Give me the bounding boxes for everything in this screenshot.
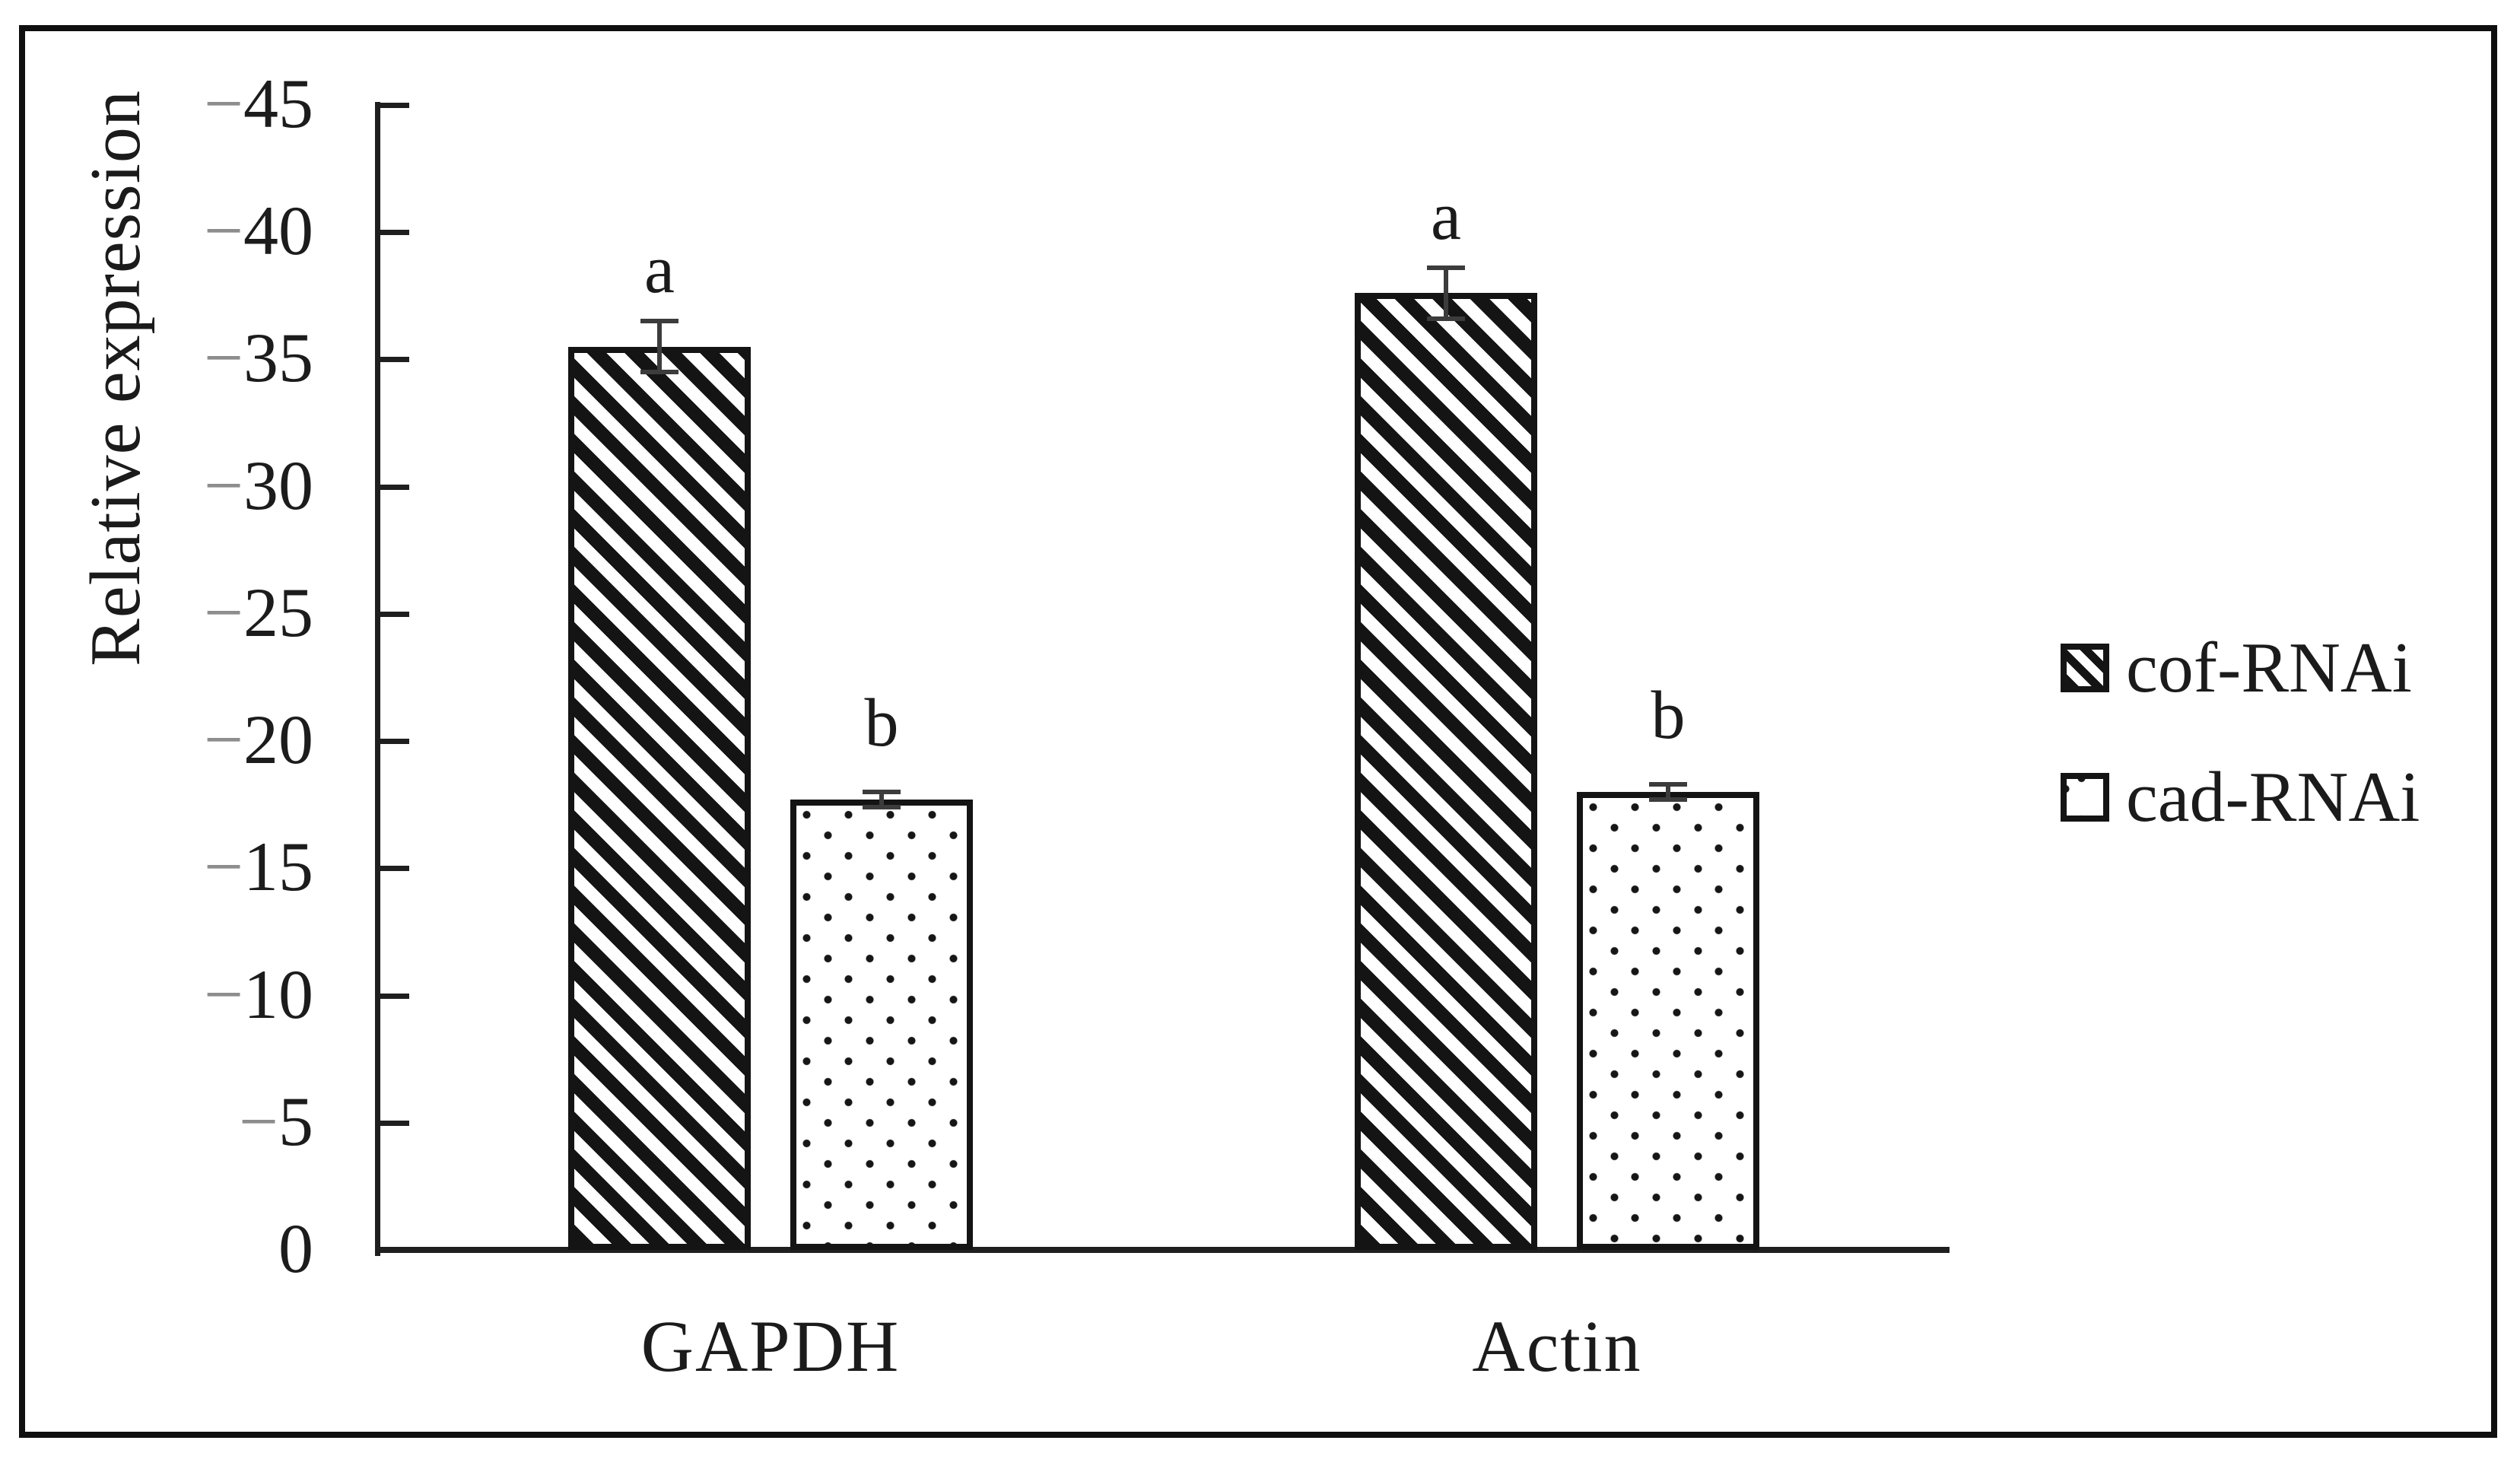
y-tick-label: −30 — [204, 446, 313, 524]
y-tick-label: −45 — [204, 65, 313, 143]
tick-minus-dash: − — [204, 65, 243, 143]
x-axis-line — [375, 1247, 1950, 1253]
y-tick-label: −25 — [204, 574, 313, 652]
error-bar-line — [1444, 268, 1448, 319]
error-bar-cap-bottom — [1427, 316, 1465, 321]
legend-label: cof-RNAi — [2126, 628, 2412, 707]
error-bar-line — [657, 321, 662, 373]
error-bar-cap-top — [863, 790, 901, 794]
significance-letter: b — [1651, 677, 1686, 753]
error-bar-line — [879, 792, 884, 808]
y-tick-label: −10 — [204, 955, 313, 1033]
y-axis-line — [375, 102, 380, 1256]
y-tick-label: −5 — [239, 1082, 313, 1160]
tick-minus-dash: − — [204, 955, 243, 1033]
tick-minus-dash: − — [239, 1082, 278, 1160]
y-tick-label: −15 — [204, 828, 313, 906]
y-tick-label: 0 — [278, 1210, 313, 1288]
error-bar-cap-bottom — [863, 805, 901, 810]
legend-label: cad-RNAi — [2126, 758, 2420, 837]
tick-minus-dash: − — [204, 828, 243, 906]
dots-swatch-icon — [2061, 773, 2109, 822]
y-axis-tick — [380, 484, 409, 490]
figure-border — [19, 25, 2497, 1438]
y-axis-tick — [380, 611, 409, 617]
y-tick-label: −40 — [204, 192, 313, 270]
error-bar-cap-bottom — [640, 370, 678, 375]
legend-item-cof-rnai: cof-RNAi — [2061, 632, 2412, 704]
y-axis-tick — [380, 739, 409, 745]
tick-minus-dash: − — [204, 701, 243, 779]
bar-actin-cad-rnai — [1577, 792, 1759, 1250]
bar-gapdh-cad-rnai — [790, 800, 973, 1250]
error-bar-cap-top — [1649, 781, 1687, 787]
y-tick-label: −35 — [204, 319, 313, 397]
tick-minus-dash: − — [204, 319, 243, 397]
significance-letter: a — [1431, 179, 1461, 255]
error-bar-cap-top — [640, 319, 678, 324]
y-axis-tick — [380, 357, 409, 363]
bar-gapdh-cof-rnai — [568, 346, 751, 1250]
significance-letter: b — [864, 685, 899, 761]
y-tick-label: −20 — [204, 701, 313, 779]
error-bar-line — [1666, 784, 1670, 800]
y-axis-tick — [380, 1120, 409, 1126]
y-axis-tick — [380, 866, 409, 872]
bar-actin-cof-rnai — [1355, 293, 1537, 1250]
tick-minus-dash: − — [204, 574, 243, 652]
error-bar-cap-bottom — [1649, 797, 1687, 803]
y-axis-tick — [380, 993, 409, 999]
tick-minus-dash: − — [204, 192, 243, 270]
x-category-label-actin: Actin — [1472, 1305, 1642, 1387]
y-axis-tick — [380, 230, 409, 236]
y-axis-tick — [380, 103, 409, 108]
legend-item-cad-rnai: cad-RNAi — [2061, 762, 2420, 833]
error-bar-cap-top — [1427, 266, 1465, 271]
significance-letter: a — [644, 232, 675, 308]
diagonal-hatch-swatch-icon — [2061, 644, 2109, 692]
tick-minus-dash: − — [204, 446, 243, 524]
x-category-label-gapdh: GAPDH — [640, 1305, 901, 1387]
